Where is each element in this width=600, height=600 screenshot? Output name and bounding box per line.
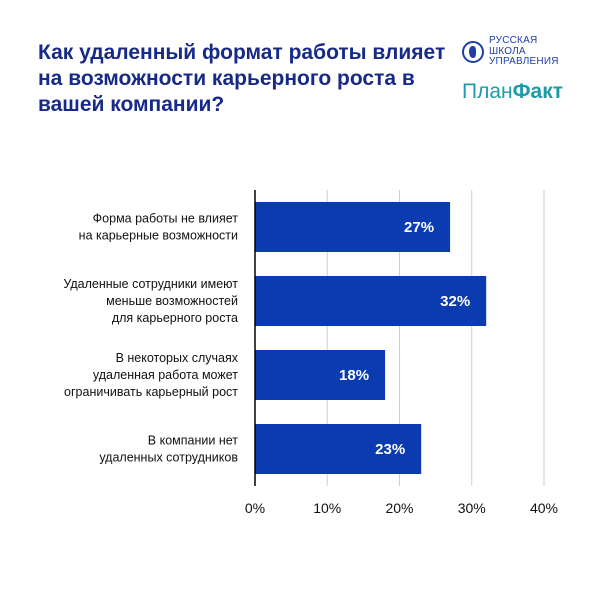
bar — [255, 276, 487, 326]
x-tick-label: 40% — [530, 500, 558, 516]
category-label: В компании нет — [148, 434, 238, 448]
school-logo-line: ШКОЛА — [489, 45, 526, 57]
planfakt-logo-part: Факт — [512, 80, 564, 103]
chart-title: Как удаленный формат работы влияет на во… — [38, 41, 446, 116]
school-logo-line: УПРАВЛЕНИЯ — [489, 56, 559, 67]
category-label: Форма работы не влияет — [93, 212, 239, 226]
x-tick-label: 0% — [245, 500, 265, 516]
school-logo: РУССКАЯ ШКОЛА УПРАВЛЕНИЯ — [462, 35, 559, 68]
x-tick-label: 10% — [313, 500, 341, 516]
planfakt-logo: ПланФакт — [462, 80, 563, 104]
category-label: удаленных сотрудников — [99, 451, 238, 465]
data-label: 27% — [404, 219, 434, 236]
bar — [255, 350, 386, 400]
planfakt-logo-part: План — [462, 80, 513, 103]
category-label: меньше возможностей — [106, 294, 238, 308]
x-tick-label: 20% — [385, 500, 413, 516]
bar — [255, 424, 422, 474]
category-label: Удаленные сотрудники имеют — [63, 277, 238, 291]
bar — [255, 202, 451, 252]
data-label: 23% — [375, 441, 405, 458]
data-label: 32% — [440, 293, 470, 310]
category-label: В некоторых случаях — [116, 351, 239, 365]
category-label: для карьерного роста — [112, 311, 238, 325]
category-label: ограничивать карьерный рост — [64, 385, 238, 399]
school-emblem-icon — [462, 40, 484, 63]
category-label: удаленная работа может — [93, 368, 238, 382]
school-logo-line: РУССКАЯ — [489, 35, 538, 46]
data-label: 18% — [339, 367, 369, 384]
category-label: на карьерные возможности — [79, 229, 238, 243]
x-tick-label: 30% — [458, 500, 486, 516]
